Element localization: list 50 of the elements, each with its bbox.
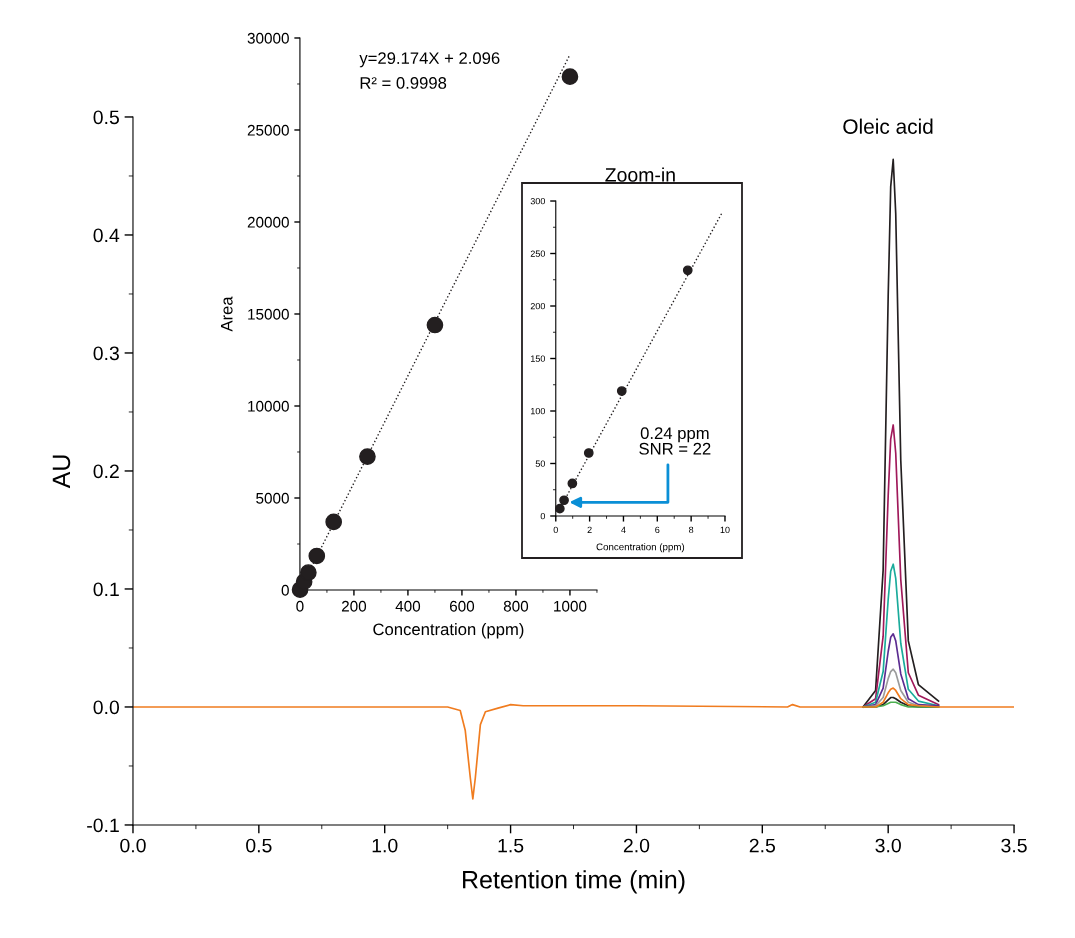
y-tick-label: 25000 bbox=[247, 124, 289, 136]
x-tick-label: 1000 bbox=[554, 600, 587, 612]
annotation: y=29.174X + 2.096 bbox=[359, 52, 500, 68]
y-tick-label: 15000 bbox=[248, 308, 289, 320]
x-tick-label: 1.0 bbox=[372, 838, 398, 853]
y-tick-label: 20000 bbox=[247, 216, 289, 228]
y-tick-label: 0.0 bbox=[93, 700, 120, 715]
x-tick-label: 400 bbox=[395, 600, 421, 612]
x-tick-label: 0 bbox=[296, 600, 304, 612]
x-tick-label: 3.0 bbox=[875, 838, 901, 853]
y-tick-label: 250 bbox=[530, 250, 546, 257]
y-tick-label: -0.1 bbox=[87, 818, 119, 833]
y-tick-label: 150 bbox=[530, 355, 546, 362]
x-tick-label: 0 bbox=[553, 526, 558, 534]
annotation: R² = 0.9998 bbox=[360, 77, 447, 89]
y-axis-title: AU bbox=[52, 455, 71, 489]
annotation: 0.24 ppm SNR = 22 bbox=[639, 427, 711, 455]
y-tick-label: 300 bbox=[530, 197, 546, 205]
x-tick-label: 2.0 bbox=[623, 838, 650, 853]
y-tick-label: 0.3 bbox=[93, 346, 119, 361]
x-tick-label: 10 bbox=[720, 526, 730, 534]
y-tick-label: 200 bbox=[530, 302, 546, 310]
x-axis-title: Retention time (min) bbox=[463, 870, 685, 894]
y-tick-label: 0.4 bbox=[93, 228, 120, 243]
y-axis-title: Area bbox=[220, 296, 233, 332]
y-tick-label: 100 bbox=[530, 407, 546, 415]
y-tick-label: 0 bbox=[540, 512, 546, 520]
annotation: Oleic acid bbox=[843, 118, 933, 134]
x-tick-label: 0.0 bbox=[120, 838, 146, 853]
x-tick-label: 2 bbox=[587, 526, 592, 533]
x-tick-label: 2.5 bbox=[749, 838, 776, 853]
x-tick-label: 600 bbox=[449, 600, 475, 612]
x-tick-label: 4 bbox=[621, 526, 626, 533]
x-tick-label: 1.5 bbox=[498, 838, 524, 853]
y-tick-label: 50 bbox=[535, 460, 546, 467]
x-tick-label: 800 bbox=[503, 600, 529, 612]
x-axis-title: Concentration (ppm) bbox=[596, 543, 685, 553]
x-tick-label: 3.5 bbox=[1001, 838, 1027, 853]
y-tick-label: 0.5 bbox=[93, 110, 119, 125]
x-tick-label: 8 bbox=[689, 526, 694, 534]
x-tick-label: 6 bbox=[655, 526, 660, 534]
y-tick-label: 0.2 bbox=[93, 464, 119, 479]
chart-title: Zoom-in bbox=[605, 167, 675, 182]
x-axis-title: Concentration (ppm) bbox=[373, 622, 524, 639]
y-tick-label: 0 bbox=[281, 584, 289, 596]
y-tick-label: 5000 bbox=[256, 492, 289, 504]
y-tick-label: 0.1 bbox=[93, 582, 119, 597]
y-tick-label: 30000 bbox=[247, 32, 289, 44]
x-tick-label: 200 bbox=[341, 600, 367, 612]
y-tick-label: 10000 bbox=[248, 400, 289, 412]
